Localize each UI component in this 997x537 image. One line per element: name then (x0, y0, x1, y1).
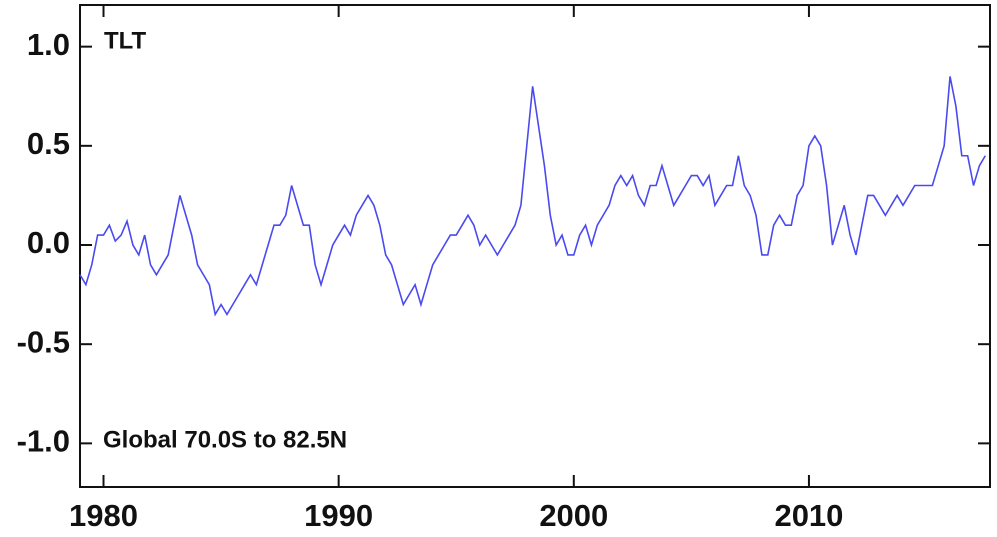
annotation: Global 70.0S to 82.5N (103, 426, 347, 453)
y-tick-label: 1.0 (27, 27, 70, 62)
y-tick-label: -1.0 (17, 424, 70, 459)
data-line (79, 76, 986, 317)
annotation: TLT (104, 27, 147, 54)
x-tick-label: 2000 (539, 498, 608, 533)
x-tick-label: 1980 (69, 498, 138, 533)
y-tick-label: 0.5 (27, 126, 70, 161)
x-tick-label: 2010 (774, 498, 843, 533)
y-tick-label: 0.0 (27, 225, 70, 260)
x-tick-label: 1990 (304, 498, 373, 533)
y-tick-label: -0.5 (17, 324, 70, 359)
plot-frame (79, 4, 991, 488)
